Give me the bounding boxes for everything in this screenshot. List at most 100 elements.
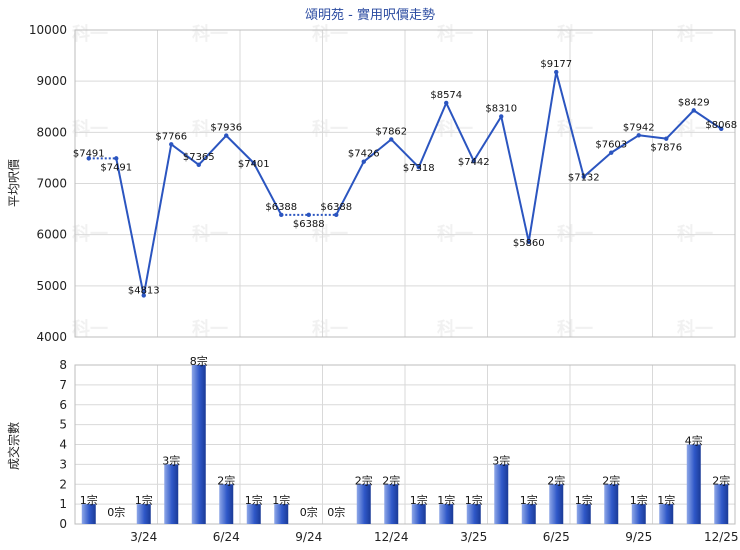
count-bar xyxy=(521,504,536,524)
price-point xyxy=(224,133,229,138)
count-plot-frame xyxy=(74,364,736,525)
price-point xyxy=(306,212,311,218)
x-tick-label: 9/24 xyxy=(295,530,322,544)
watermark-text: 科一 xyxy=(557,23,593,45)
price-point xyxy=(554,69,559,75)
watermark-text: 科一 xyxy=(557,118,593,140)
watermark-text: 科一 xyxy=(192,118,228,140)
x-tick-label: 3/25 xyxy=(460,530,487,544)
watermark-text: 科一 xyxy=(192,23,228,45)
price-point xyxy=(86,156,91,161)
count-data-label: 1宗 xyxy=(465,493,483,507)
count-tick-label: 4 xyxy=(59,438,67,452)
price-point xyxy=(444,100,449,106)
price-line-segment xyxy=(665,109,695,140)
count-bar xyxy=(631,504,646,524)
watermark-text: 科一 xyxy=(312,118,348,140)
price-data-label: $7936 xyxy=(210,123,242,134)
price-line-segment xyxy=(417,102,448,168)
count-data-label: 0宗 xyxy=(300,505,318,519)
price-point xyxy=(251,160,256,166)
price-data-label: $7766 xyxy=(155,131,187,142)
count-data-label: 1宗 xyxy=(437,493,455,507)
price-point xyxy=(499,114,504,119)
price-line-segment xyxy=(583,151,612,178)
watermark-text: 科一 xyxy=(192,223,228,245)
watermark-text: 科一 xyxy=(72,223,108,245)
price-plot-frame xyxy=(74,29,736,338)
x-tick-label: 12/25 xyxy=(704,530,739,544)
x-tick-label: 9/25 xyxy=(625,530,652,544)
count-data-label: 0宗 xyxy=(327,505,345,519)
price-data-label: $6388 xyxy=(265,202,297,213)
price-line-segment xyxy=(115,158,145,296)
count-bar xyxy=(136,504,151,524)
price-point xyxy=(664,136,669,141)
count-data-label: 1宗 xyxy=(575,493,593,507)
count-tick-label: 2 xyxy=(59,477,67,491)
price-point xyxy=(114,156,119,161)
price-line-segment xyxy=(198,134,227,166)
price-data-label: $4813 xyxy=(128,285,160,296)
count-tick-label: 7 xyxy=(59,378,67,392)
chart-title: 頌明苑 - 實用呎價走勢 xyxy=(305,7,435,23)
price-line-segment xyxy=(142,144,173,296)
count-bar xyxy=(604,484,619,524)
count-tick-label: 1 xyxy=(59,497,67,511)
count-tick-label: 0 xyxy=(59,517,67,531)
count-bar xyxy=(411,504,426,524)
watermark-text: 科一 xyxy=(557,318,593,340)
x-tick-label: 12/24 xyxy=(374,530,409,544)
count-data-label: 2宗 xyxy=(217,473,235,487)
watermark-text: 科一 xyxy=(72,23,108,45)
watermark-text: 科一 xyxy=(677,118,713,140)
count-bar xyxy=(466,504,481,524)
price-line-segment xyxy=(500,116,530,243)
count-data-label: 2宗 xyxy=(382,473,400,487)
price-tick-label: 10000 xyxy=(29,23,67,37)
count-data-label: 1宗 xyxy=(657,493,675,507)
watermark-text: 科一 xyxy=(437,23,473,45)
price-tick-label: 8000 xyxy=(36,125,67,139)
price-data-label: $5860 xyxy=(513,238,545,249)
price-data-label: $7318 xyxy=(403,163,435,174)
price-point xyxy=(389,137,394,142)
price-tick-label: 4000 xyxy=(36,330,67,344)
count-data-label: 2宗 xyxy=(355,473,373,487)
count-data-label: 2宗 xyxy=(712,473,730,487)
watermark-text: 科一 xyxy=(312,318,348,340)
price-point xyxy=(169,142,174,147)
count-bar xyxy=(576,504,591,524)
watermark-text: 科一 xyxy=(557,223,593,245)
x-tick-label: 6/25 xyxy=(543,530,570,544)
count-data-label: 4宗 xyxy=(685,434,703,448)
price-data-label: $7132 xyxy=(568,173,600,184)
price-line-segment xyxy=(390,138,420,168)
price-data-label: $8574 xyxy=(430,90,462,101)
watermark-text: 科一 xyxy=(437,118,473,140)
watermark-text: 科一 xyxy=(677,23,713,45)
price-line-segment xyxy=(610,134,640,154)
price-data-label: $7876 xyxy=(650,143,682,154)
price-data-label: $7426 xyxy=(348,149,380,160)
count-bar xyxy=(549,484,564,524)
price-data-label: $7942 xyxy=(623,122,655,133)
price-data-label: $8429 xyxy=(678,97,710,108)
x-tick-label: 3/24 xyxy=(130,530,157,544)
price-data-label: $6388 xyxy=(320,202,352,213)
price-line-segment xyxy=(363,138,392,163)
price-line-segment xyxy=(527,71,558,242)
price-point xyxy=(361,159,366,164)
price-point xyxy=(416,165,421,170)
price-data-label: $7491 xyxy=(73,148,105,159)
price-data-label: $7365 xyxy=(183,152,215,163)
price-data-label: $7603 xyxy=(595,140,627,151)
x-tick-label: 6/24 xyxy=(213,530,240,544)
count-bar xyxy=(659,504,674,524)
watermark-text: 科一 xyxy=(677,223,713,245)
watermark-text: 科一 xyxy=(677,318,713,340)
count-bar xyxy=(219,484,234,524)
price-line-segment xyxy=(335,161,365,216)
price-line-segment xyxy=(252,162,283,216)
price-tick-label: 7000 xyxy=(36,177,67,191)
